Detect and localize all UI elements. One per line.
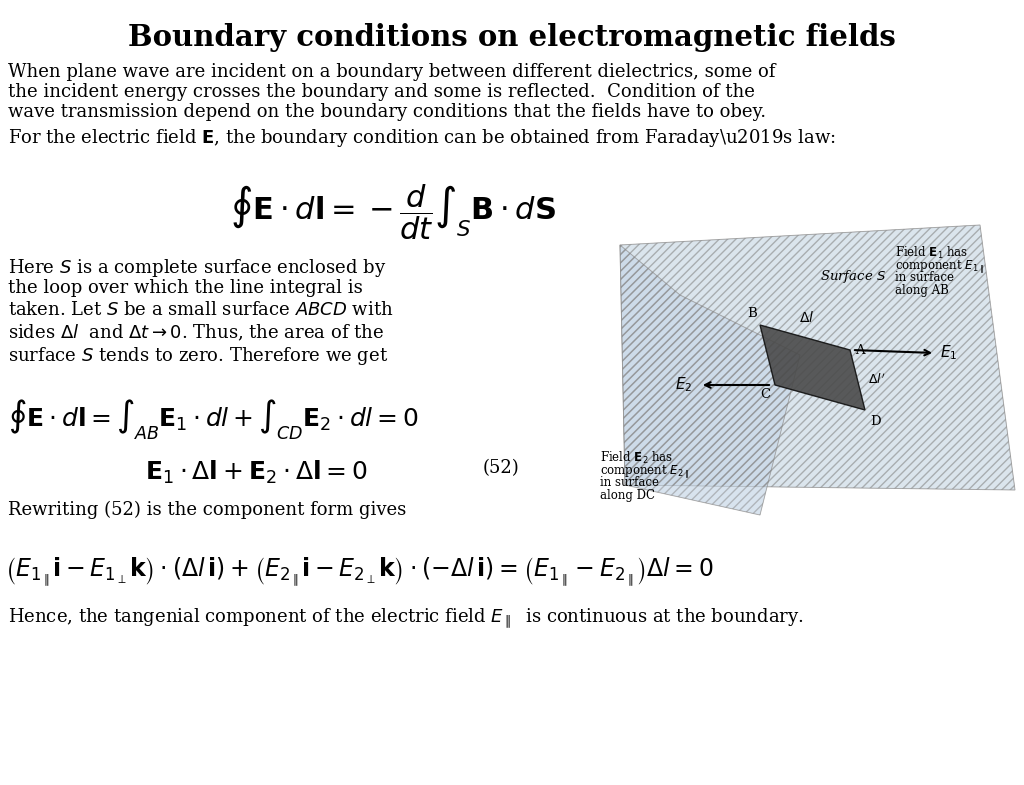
Text: Surface $S$: Surface $S$ (820, 268, 886, 285)
Text: component $E_{1\parallel}$: component $E_{1\parallel}$ (895, 258, 984, 275)
Text: $E_1$: $E_1$ (940, 344, 957, 363)
Text: in surface: in surface (600, 476, 659, 489)
Text: $\Delta l'$: $\Delta l'$ (867, 373, 885, 387)
Text: Hence, the tangenial component of the electric field $E_{\parallel}$  is continu: Hence, the tangenial component of the el… (8, 606, 804, 630)
Polygon shape (760, 325, 865, 410)
Text: Field $\mathbf{E}_1$ has: Field $\mathbf{E}_1$ has (895, 245, 969, 261)
Text: C: C (760, 388, 770, 401)
Text: the loop over which the line integral is: the loop over which the line integral is (8, 279, 362, 297)
Text: $\oint \mathbf{E} \cdot d\mathbf{l} = \int_{AB} \mathbf{E}_1 \cdot d\mathit{l} +: $\oint \mathbf{E} \cdot d\mathbf{l} = \i… (8, 397, 419, 442)
Polygon shape (620, 225, 1015, 490)
Text: taken. Let $S$ be a small surface $ABCD$ with: taken. Let $S$ be a small surface $ABCD$… (8, 301, 393, 319)
Text: $\mathbf{E}_1 \cdot \Delta\mathbf{l} + \mathbf{E}_2 \cdot \Delta\mathbf{l} = 0$: $\mathbf{E}_1 \cdot \Delta\mathbf{l} + \… (145, 459, 368, 486)
Text: Field $\mathbf{E}_2$ has: Field $\mathbf{E}_2$ has (600, 450, 674, 466)
Text: Here $S$ is a complete surface enclosed by: Here $S$ is a complete surface enclosed … (8, 257, 386, 279)
Text: A: A (855, 344, 864, 356)
Text: surface $S$ tends to zero. Therefore we get: surface $S$ tends to zero. Therefore we … (8, 345, 388, 367)
Text: $E_2$: $E_2$ (675, 376, 692, 394)
Text: Rewriting (52) is the component form gives: Rewriting (52) is the component form giv… (8, 501, 407, 519)
Text: $\Delta l$: $\Delta l$ (800, 311, 815, 326)
Text: Boundary conditions on electromagnetic fields: Boundary conditions on electromagnetic f… (128, 23, 896, 52)
Text: wave transmission depend on the boundary conditions that the fields have to obey: wave transmission depend on the boundary… (8, 103, 766, 121)
Text: component $E_{2\parallel}$: component $E_{2\parallel}$ (600, 463, 689, 480)
Text: sides $\Delta l$  and $\Delta t \rightarrow 0$. Thus, the area of the: sides $\Delta l$ and $\Delta t \rightarr… (8, 323, 384, 343)
Text: $\oint \mathbf{E} \cdot d\mathbf{l} = -\dfrac{d}{dt}\int_{S}\mathbf{B} \cdot d\m: $\oint \mathbf{E} \cdot d\mathbf{l} = -\… (230, 182, 556, 242)
Text: along DC: along DC (600, 489, 655, 502)
Text: For the electric field $\mathbf{E}$, the boundary condition can be obtained from: For the electric field $\mathbf{E}$, the… (8, 127, 836, 149)
Text: When plane wave are incident on a boundary between different dielectrics, some o: When plane wave are incident on a bounda… (8, 63, 775, 81)
Text: (52): (52) (483, 459, 520, 477)
Text: in surface: in surface (895, 271, 954, 284)
Text: $\left(E_{1_{\parallel}}\mathbf{i} - E_{1_{\perp}}\mathbf{k}\right)\cdot\left(\D: $\left(E_{1_{\parallel}}\mathbf{i} - E_{… (5, 556, 714, 590)
Polygon shape (620, 245, 800, 515)
Text: the incident energy crosses the boundary and some is reflected.  Condition of th: the incident energy crosses the boundary… (8, 83, 755, 101)
Text: along AB: along AB (895, 284, 949, 297)
Text: B: B (748, 307, 757, 320)
Text: D: D (870, 415, 881, 428)
